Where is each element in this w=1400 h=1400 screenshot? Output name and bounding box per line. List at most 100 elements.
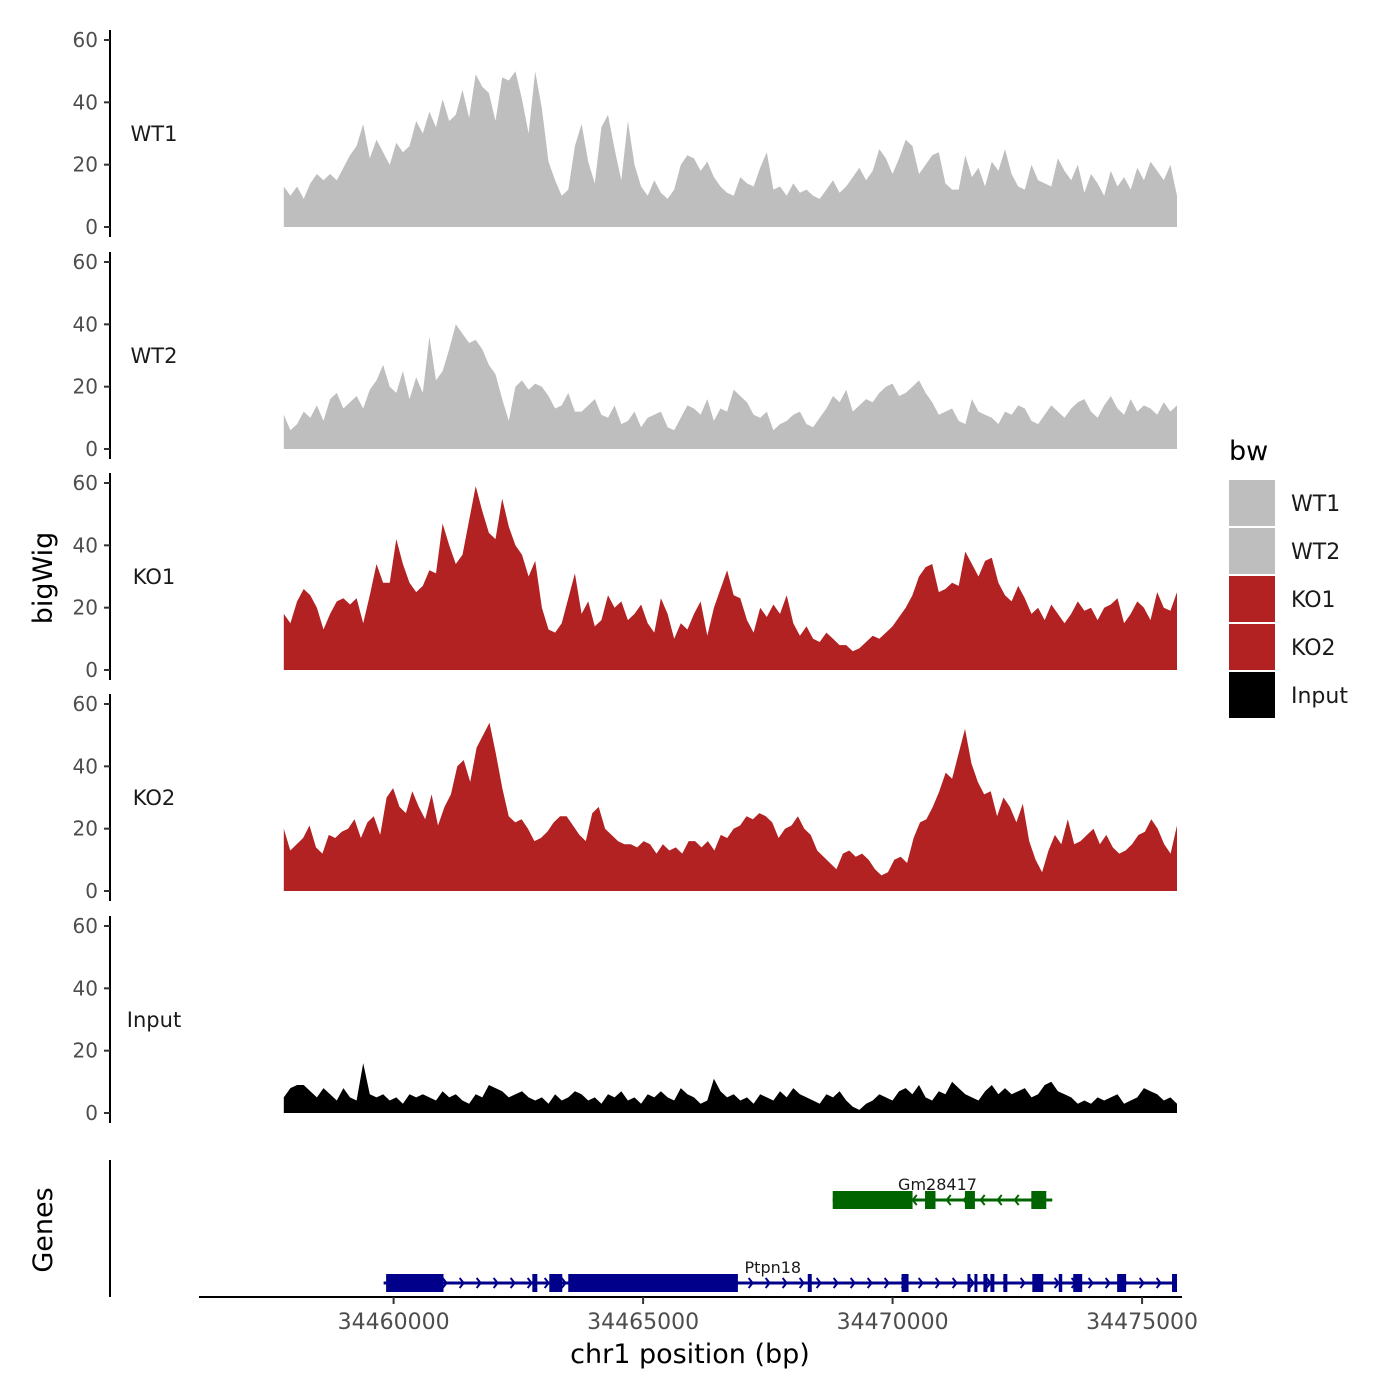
strand-arrow — [1053, 1277, 1060, 1289]
x-tick-label: 34475000 — [1086, 1310, 1198, 1335]
y-tick-label: 60 — [73, 250, 98, 274]
coverage-tracks: 0 20 40 60 WT1 0 20 40 60 WT2 0 20 40 60 KO1 0 20 40 60 KO2… — [73, 28, 1177, 1125]
track-input: 0 20 40 60 Input — [73, 914, 1177, 1125]
strand-arrow — [458, 1277, 465, 1289]
legend-title: bw — [1229, 436, 1268, 467]
legend-label: KO2 — [1291, 636, 1336, 661]
strand-arrow — [866, 1277, 873, 1289]
strand-arrow — [945, 1194, 952, 1206]
coverage-area — [283, 722, 1177, 891]
y-tick-label: 60 — [73, 28, 98, 52]
track-wt1: 0 20 40 60 WT1 — [73, 28, 1177, 239]
track-wt2: 0 20 40 60 WT2 — [73, 250, 1177, 461]
x-tick-label: 34460000 — [338, 1310, 450, 1335]
strand-arrow — [764, 1277, 771, 1289]
track-label: WT1 — [131, 122, 178, 146]
legend-swatch — [1229, 576, 1275, 622]
strand-arrow — [798, 1277, 805, 1289]
y-tick-label: 20 — [73, 596, 98, 620]
genes-track-title: Genes — [28, 1187, 59, 1272]
gene-exon — [1058, 1274, 1063, 1292]
gene-exon — [901, 1274, 909, 1292]
strand-arrow — [849, 1277, 856, 1289]
gene-exon — [386, 1274, 444, 1292]
gene-label: Ptpn18 — [745, 1258, 802, 1277]
strand-arrow — [1087, 1277, 1094, 1289]
strand-arrow — [1138, 1277, 1145, 1289]
x-axis-title: chr1 position (bp) — [570, 1339, 810, 1370]
y-tick-label: 40 — [73, 312, 98, 336]
legend-label: WT1 — [1291, 492, 1340, 517]
strand-arrow — [441, 1277, 448, 1289]
strand-arrow — [917, 1277, 924, 1289]
y-tick-label: 20 — [73, 1039, 98, 1063]
y-tick-label: 0 — [85, 437, 98, 461]
strand-arrow — [934, 1277, 941, 1289]
gene-label: Gm28417 — [898, 1175, 977, 1194]
strand-arrow — [560, 1277, 567, 1289]
track-ko2: 0 20 40 60 KO2 — [73, 692, 1177, 903]
strand-arrow — [815, 1277, 822, 1289]
strand-arrow — [968, 1277, 975, 1289]
strand-arrow — [492, 1277, 499, 1289]
gene-exon — [568, 1274, 738, 1292]
strand-arrow — [883, 1277, 890, 1289]
track-label: KO2 — [133, 786, 176, 810]
y-tick-label: 60 — [73, 914, 98, 938]
strand-arrow — [543, 1277, 550, 1289]
strand-arrow — [526, 1277, 533, 1289]
gene-exon — [1031, 1191, 1047, 1209]
strand-arrow — [951, 1277, 958, 1289]
strand-arrow — [1104, 1277, 1111, 1289]
gene-gm28417: Gm28417 — [832, 1175, 1053, 1209]
gene-ptpn18: Ptpn18 — [383, 1258, 1178, 1292]
y-tick-label: 20 — [73, 153, 98, 177]
y-tick-label: 40 — [73, 754, 98, 778]
gene-exon — [549, 1274, 563, 1292]
strand-arrow — [1019, 1277, 1026, 1289]
gene-exon — [967, 1274, 971, 1292]
coverage-area — [283, 1063, 1177, 1113]
track-label: Input — [127, 1008, 181, 1032]
y-tick-label: 60 — [73, 471, 98, 495]
strand-arrow — [509, 1277, 516, 1289]
strand-arrow — [996, 1194, 1003, 1206]
strand-arrow — [832, 1277, 839, 1289]
strand-arrow — [1155, 1277, 1162, 1289]
x-tick-label: 34465000 — [587, 1310, 699, 1335]
track-label: KO1 — [133, 565, 176, 589]
gene-exon — [964, 1191, 975, 1209]
coverage-area — [283, 71, 1177, 227]
gene-exon — [832, 1191, 913, 1209]
gene-exon — [807, 1274, 812, 1292]
x-tick-label: 34470000 — [837, 1310, 949, 1335]
legend-swatch — [1229, 528, 1275, 574]
gene-exon — [1117, 1274, 1127, 1292]
strand-arrow — [781, 1277, 788, 1289]
strand-arrow — [979, 1194, 986, 1206]
coverage-area — [283, 324, 1177, 449]
gene-exon — [532, 1274, 538, 1292]
gene-exon — [1172, 1274, 1178, 1292]
strand-arrow — [747, 1277, 754, 1289]
track-label: WT2 — [131, 344, 178, 368]
strand-arrow — [1013, 1194, 1020, 1206]
legend: bw WT1 WT2 KO1 KO2 Input — [1229, 436, 1348, 718]
track-ko1: 0 20 40 60 KO1 — [73, 471, 1177, 682]
y-tick-label: 0 — [85, 879, 98, 903]
gene-track: Gm28417 Ptpn18 — [109, 1160, 1178, 1297]
strand-arrow — [475, 1277, 482, 1289]
strand-arrow — [911, 1194, 918, 1206]
y-tick-label: 20 — [73, 375, 98, 399]
y-tick-label: 20 — [73, 817, 98, 841]
gene-exon — [1032, 1274, 1044, 1292]
gene-exon — [1003, 1274, 1008, 1292]
y-tick-label: 60 — [73, 692, 98, 716]
y-tick-label: 40 — [73, 533, 98, 557]
legend-label: KO1 — [1291, 588, 1336, 613]
legend-label: WT2 — [1291, 540, 1340, 565]
y-tick-label: 0 — [85, 1101, 98, 1125]
y-tick-label: 0 — [85, 215, 98, 239]
x-axis: 34460000 34465000 34470000 34475000 — [338, 1297, 1198, 1335]
